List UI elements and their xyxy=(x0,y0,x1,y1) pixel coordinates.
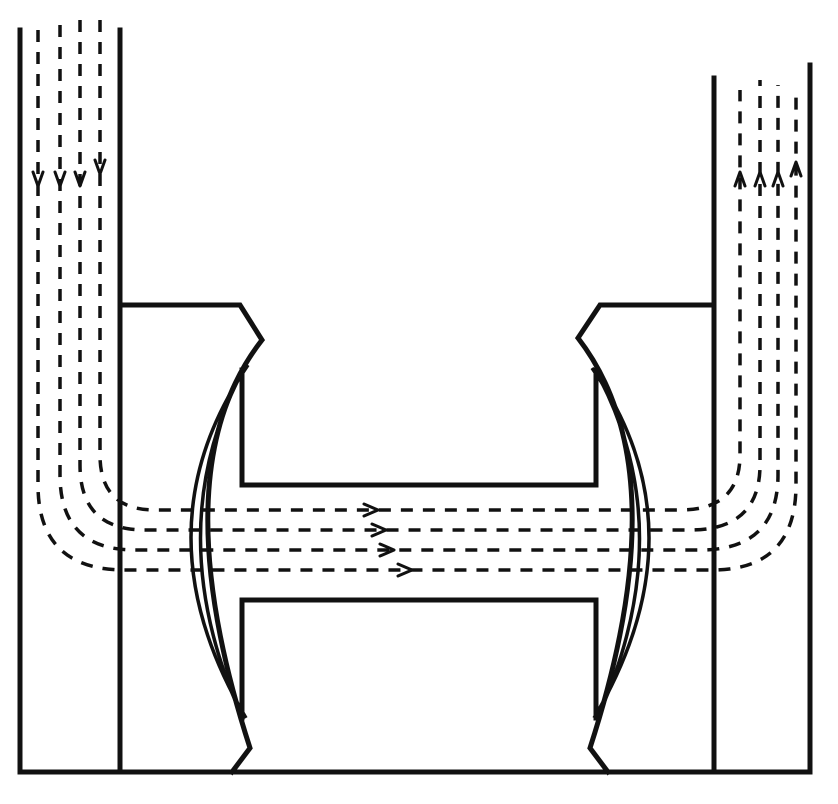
flux-line-3 xyxy=(58,25,780,552)
down-arrow-icon xyxy=(31,170,45,188)
flux-line-1 xyxy=(98,20,742,512)
flux-lines xyxy=(36,20,798,572)
left-shoe-face-inner xyxy=(198,371,244,713)
right-arrow-icon xyxy=(370,522,388,538)
flux-line-4 xyxy=(36,30,798,572)
up-arrow-icon xyxy=(789,160,803,178)
right-pole xyxy=(711,62,813,775)
right-arrow-icon xyxy=(362,502,380,518)
up-arrow-icon xyxy=(771,170,785,188)
up-arrow-icon xyxy=(733,170,747,188)
right-shoe-face-outer xyxy=(590,366,651,719)
left-pole-shoe xyxy=(117,302,266,776)
down-arrow-icon xyxy=(53,170,67,188)
flux-line-2 xyxy=(78,20,762,532)
right-shoe-face-inner xyxy=(596,374,642,713)
right-pole-shoe xyxy=(574,302,717,776)
h-armature xyxy=(239,367,599,721)
left-shoe-outline xyxy=(117,302,266,776)
left-limb-down-arrows xyxy=(31,158,107,188)
gap-right-arrows xyxy=(362,502,414,578)
up-arrow-icon xyxy=(753,170,767,188)
right-arrow-icon xyxy=(396,562,414,578)
right-arrow-icon xyxy=(378,542,396,558)
left-shoe-face-outer xyxy=(189,364,250,719)
right-shoe-outline xyxy=(574,302,717,776)
left-pole xyxy=(17,27,123,775)
down-arrow-icon xyxy=(93,158,107,176)
right-limb-up-arrows xyxy=(733,160,803,188)
down-arrow-icon xyxy=(73,170,87,188)
